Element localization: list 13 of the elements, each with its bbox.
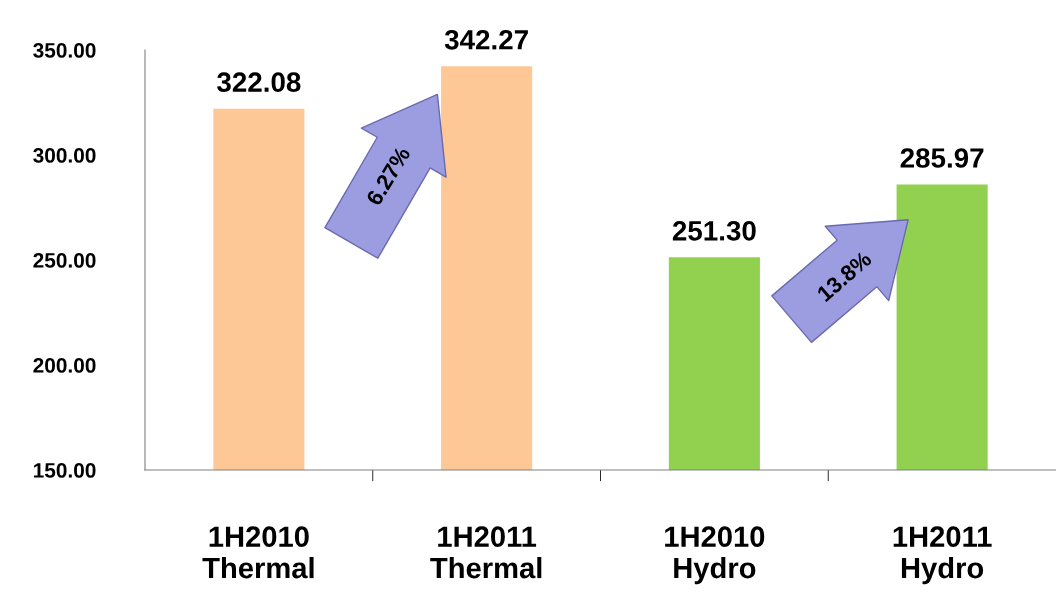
y-tick-label: 300.00 xyxy=(33,148,96,163)
x-tick-label: 1H2010 Thermal xyxy=(202,526,314,579)
x-tick-label: 1H2011 Hydro xyxy=(893,526,992,585)
data-label: 251.30 xyxy=(672,221,756,241)
x-tick-label: 1H2011 Thermal xyxy=(430,526,542,579)
data-label: 322.08 xyxy=(217,72,301,93)
data-label: 285.97 xyxy=(900,148,984,168)
y-tick-label: 350.00 xyxy=(33,43,96,58)
y-tick-label: 250.00 xyxy=(33,253,96,268)
y-tick-label: 150.00 xyxy=(33,463,96,478)
x-tick-label: 1H2010 Hydro xyxy=(665,526,765,585)
data-label: 342.27 xyxy=(444,29,528,50)
y-tick-label: 200.00 xyxy=(33,358,96,373)
